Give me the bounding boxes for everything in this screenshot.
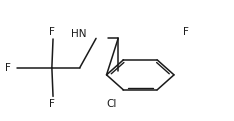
Text: HN: HN [71, 29, 86, 39]
Text: Cl: Cl [106, 99, 116, 109]
Text: F: F [5, 63, 11, 73]
Text: F: F [49, 99, 55, 109]
Text: F: F [49, 27, 55, 37]
Text: F: F [183, 27, 189, 37]
